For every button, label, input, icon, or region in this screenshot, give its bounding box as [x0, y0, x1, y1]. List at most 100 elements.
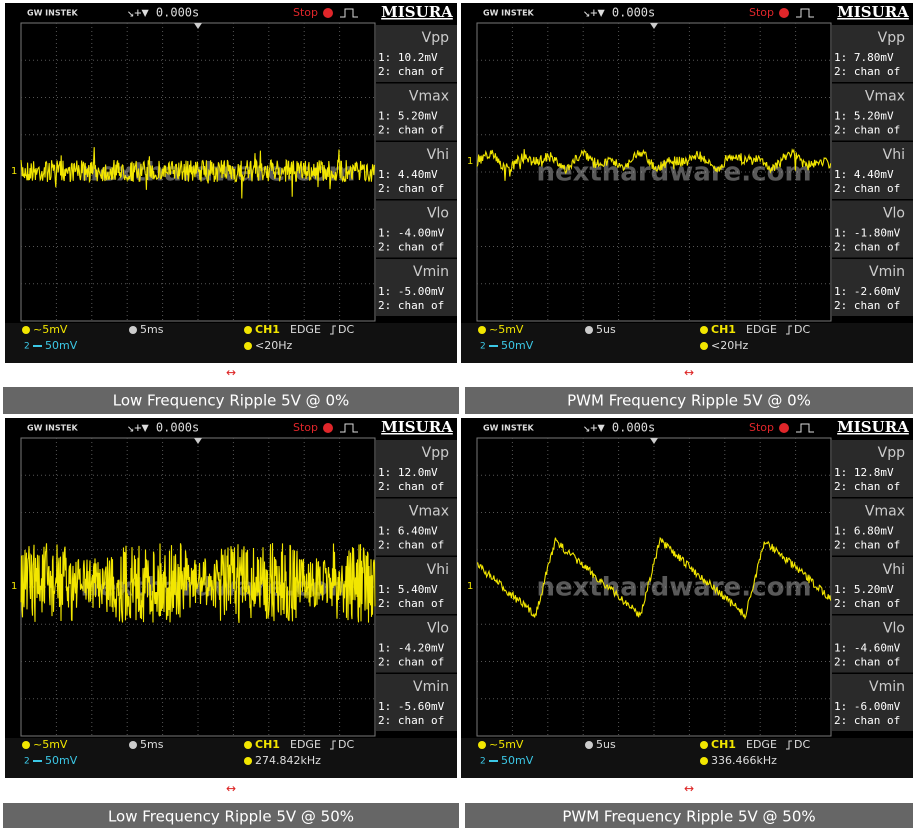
trigger-type: EDGE — [290, 323, 321, 336]
measure-label: Vlo — [883, 621, 905, 637]
measure-ch2: 2: chan of — [378, 656, 444, 669]
ch1-icon — [22, 741, 30, 749]
timebase: 5ms — [140, 323, 164, 336]
trigger-source: CH1 — [711, 738, 736, 751]
brand: GW INSTEK — [27, 424, 79, 433]
measure-label: Vmax — [865, 89, 905, 105]
scope-panel: GW INSTEK↘+▼ 0.000sStopMISURAnexthardwar… — [5, 3, 457, 365]
measure-ch2: 2: chan of — [378, 539, 444, 552]
time-icon — [585, 326, 593, 334]
channel-marker: 1 — [467, 581, 473, 592]
measure-ch1: 1: 5.20mV — [834, 110, 894, 123]
measure-ch2: 2: chan of — [378, 597, 444, 610]
timebase: 5ms — [140, 738, 164, 751]
measure-ch1: 1: -4.60mV — [834, 642, 901, 655]
ch1-icon — [478, 326, 486, 334]
measure-ch2: 2: chan of — [378, 65, 444, 78]
ch1-scale: ~5mV — [33, 738, 68, 751]
time-offset: ↘+▼ 0.000s — [583, 421, 655, 435]
measure-label: Vhi — [427, 147, 449, 163]
measure-ch2: 2: chan of — [834, 656, 900, 669]
ch1-scale: ~5mV — [33, 323, 68, 336]
measure-ch1: 1: 5.20mV — [378, 110, 438, 123]
ch1-icon — [478, 741, 486, 749]
stop-dot — [779, 423, 789, 433]
measure-ch2: 2: chan of — [834, 65, 900, 78]
mode-title: MISURA — [837, 3, 909, 21]
measure-ch1: 1: -5.00mV — [378, 285, 445, 298]
measure-ch1: 1: 7.80mV — [834, 51, 894, 64]
watermark: nexthardware.com — [536, 573, 811, 603]
ch2-number: 2 — [480, 757, 486, 767]
mode-title: MISURA — [837, 418, 909, 436]
expand-arrow: ↔ — [226, 366, 236, 380]
measure-ch1: 1: 10.2mV — [378, 51, 438, 64]
ch2-number: 2 — [24, 757, 30, 767]
expand-arrow: ↔ — [684, 782, 694, 796]
measure-ch1: 1: -4.00mV — [378, 227, 445, 240]
frequency: 336.466kHz — [711, 754, 777, 767]
expand-arrow: ↔ — [226, 782, 236, 796]
ch2-scale: 50mV — [45, 339, 78, 352]
ch1-icon — [22, 326, 30, 334]
measure-ch2: 2: chan of — [834, 299, 900, 312]
trig-icon — [244, 741, 252, 749]
measure-ch2: 2: chan of — [834, 241, 900, 254]
coupling: DC — [338, 323, 354, 336]
coupling: DC — [794, 323, 810, 336]
frequency: 274.842kHz — [255, 754, 321, 767]
ch1-scale: ~5mV — [489, 323, 524, 336]
measure-label: Vmin — [869, 679, 905, 695]
measure-ch1: 1: -2.60mV — [834, 285, 901, 298]
trigger-type: EDGE — [290, 738, 321, 751]
trigger-source: CH1 — [711, 323, 736, 336]
caption: Low Frequency Ripple 5V @ 50% — [108, 808, 354, 826]
stop-dot — [779, 8, 789, 18]
measure-ch1: 1: -1.80mV — [834, 227, 901, 240]
measure-ch2: 2: chan of — [834, 714, 900, 727]
trig-icon — [700, 326, 708, 334]
time-offset: ↘+▼ 0.000s — [127, 421, 199, 435]
measure-ch1: 1: 12.0mV — [378, 466, 438, 479]
measure-label: Vpp — [878, 445, 905, 461]
stop-dot — [323, 8, 333, 18]
measure-ch1: 1: 4.40mV — [378, 168, 438, 181]
scope-display: GW INSTEK↘+▼ 0.000sStopMISURAnexthardwar… — [461, 418, 913, 780]
measure-ch2: 2: chan of — [378, 714, 444, 727]
mode-title: MISURA — [381, 418, 453, 436]
measure-ch2: 2: chan of — [378, 241, 444, 254]
measure-label: Vlo — [883, 206, 905, 222]
measure-label: Vlo — [427, 206, 449, 222]
measure-label: Vmax — [865, 504, 905, 520]
time-icon — [585, 741, 593, 749]
caption: PWM Frequency Ripple 5V @ 0% — [567, 392, 811, 410]
trigger-type: EDGE — [746, 738, 777, 751]
brand: GW INSTEK — [27, 9, 79, 18]
measure-ch2: 2: chan of — [378, 124, 444, 137]
measure-ch1: 1: 6.80mV — [834, 525, 894, 538]
caption: Low Frequency Ripple 5V @ 0% — [113, 392, 350, 410]
time-offset: ↘+▼ 0.000s — [583, 6, 655, 20]
measure-ch1: 1: 5.40mV — [378, 583, 438, 596]
measure-ch1: 1: 4.40mV — [834, 168, 894, 181]
measure-label: Vhi — [883, 147, 905, 163]
measure-label: Vhi — [883, 562, 905, 578]
ch2-scale: 50mV — [501, 339, 534, 352]
measure-ch1: 1: 12.8mV — [834, 466, 894, 479]
trig-icon — [700, 741, 708, 749]
brand: GW INSTEK — [483, 424, 535, 433]
channel-marker: 1 — [467, 156, 473, 167]
measure-label: Vmin — [413, 679, 449, 695]
freq-icon — [700, 757, 708, 765]
time-icon — [129, 741, 137, 749]
measure-ch1: 1: -4.20mV — [378, 642, 445, 655]
measure-label: Vpp — [878, 30, 905, 46]
trig-icon — [244, 326, 252, 334]
ch2-number: 2 — [480, 342, 486, 352]
time-icon — [129, 326, 137, 334]
